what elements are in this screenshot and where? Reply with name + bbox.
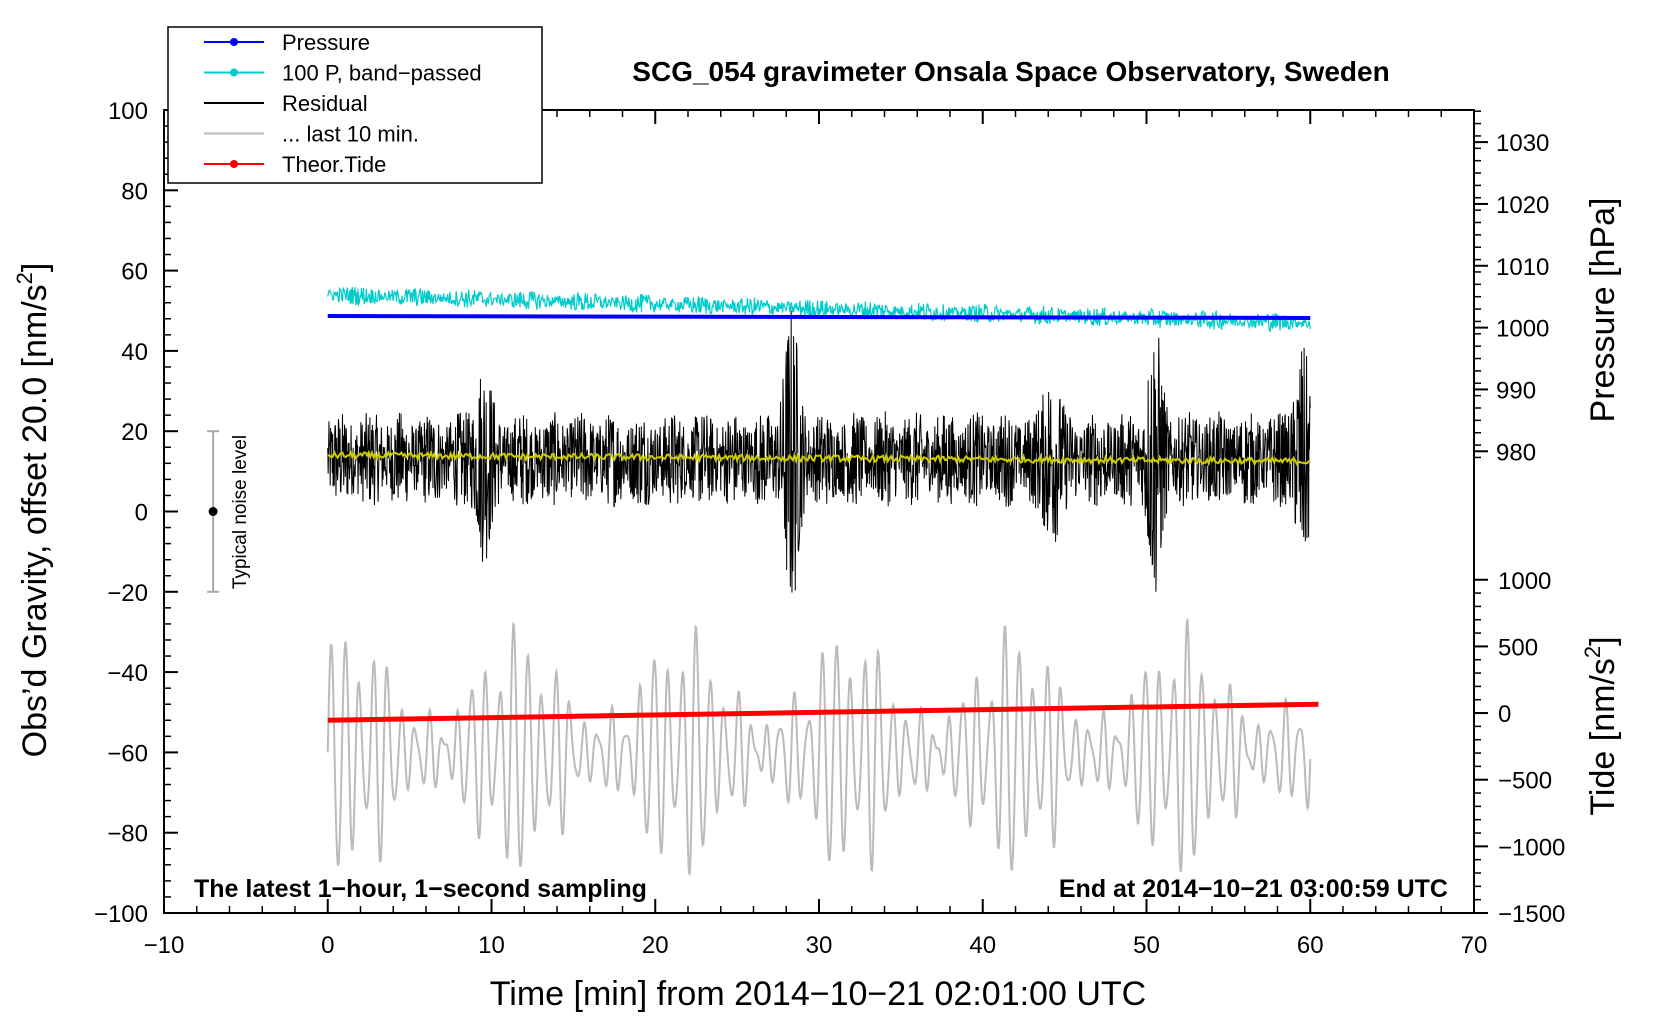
annotation-latest: The latest 1−hour, 1−second sampling [194,875,647,903]
tide-tick-label: −1000 [1498,834,1565,861]
legend-entry: ... last 10 min. [204,122,419,147]
pressure-tick-label: 1020 [1496,192,1549,219]
legend-entry: 100 P, band−passed [204,61,482,86]
x-tick-label: 60 [1297,932,1324,959]
x-tick-label: −10 [144,932,185,959]
tide-tick-label: 0 [1498,701,1511,728]
legend-marker [230,160,238,168]
x-tick-label: 0 [321,932,334,959]
y-tick-label: 20 [121,419,148,446]
smoothed-line [327,449,1311,467]
smoothed-layer [327,449,1311,467]
y-axis-title-left-close: ] [16,263,54,272]
pressure-tick-label: 1010 [1496,254,1549,281]
legend: Pressure 100 P, band−passed Residual ... la… [167,26,543,184]
chart-title: SCG_054 gravimeter Onsala Space Observat… [632,56,1389,87]
x-tick-label: 40 [969,932,996,959]
tide-axis-title: Tide [nm/s2] [1580,636,1622,815]
legend-marker [230,68,238,77]
noise-bar [207,430,220,593]
pressure-tick-label: 1030 [1496,130,1549,157]
tide-layer [327,701,1319,723]
x-tick-label: 30 [806,932,833,959]
tide-tick-label: −1500 [1498,901,1565,928]
noise-label: Typical noise level [230,435,251,589]
legend-entry: Residual [204,91,368,116]
bandpassed-line [327,286,1311,333]
y-tick-label: 80 [121,178,148,205]
pressure-tick-label: 980 [1496,439,1536,466]
legend-entry: Theor.Tide [204,152,386,177]
x-tick-label: 50 [1133,932,1160,959]
plot-frame [163,109,1475,914]
legend-items: Pressure 100 P, band−passed Residual ... la… [204,30,482,177]
tide-axis-title-main: Tide [nm/s [1584,658,1622,815]
legend-label: Theor.Tide [282,152,386,177]
legend-label: ... last 10 min. [282,122,419,147]
residual-line [327,310,1311,593]
y-tick-label: −80 [107,821,148,848]
annotation-end: End at 2014−10−21 03:00:59 UTC [1059,875,1448,903]
x-axis-title: Time [min] from 2014−10−21 02:01:00 UTC [490,975,1146,1013]
pressure-tick-label: 1000 [1496,316,1549,343]
bandpassed-layer [327,286,1311,333]
y-tick-label: 0 [135,500,148,527]
y-tick-label: 100 [108,98,148,125]
y-tick-label: −20 [107,580,148,607]
y-tick-label: −40 [107,660,148,687]
legend-label: 100 P, band−passed [282,61,482,86]
residual-layer [327,310,1311,593]
pressure-tick-label: 990 [1496,377,1536,404]
y-tick-label: −100 [94,901,148,928]
x-tick-label: 70 [1461,932,1488,959]
tide-tick-label: −500 [1498,768,1552,795]
tide-axis-title-close: ] [1584,636,1622,645]
last-10-min-layer [326,617,1312,877]
legend-label: Pressure [282,30,370,55]
y-axis-title-left-sup: 2 [12,272,37,284]
y-tick-label: −60 [107,740,148,767]
y-tick-label: 60 [121,259,148,286]
pressure-layer [327,313,1311,320]
tide-axis-title-sup: 2 [1580,646,1605,658]
x-tick-label: 10 [478,932,505,959]
legend-label: Residual [282,91,368,116]
tide-tick-label: 500 [1498,634,1538,661]
pressure-line [327,313,1311,320]
pressure-axis-title: Pressure [hPa] [1584,198,1622,423]
legend-box [167,26,543,184]
y-axis-title-left-main: Obs’d Gravity, offset 20.0 [nm/s [16,284,54,757]
legend-entry: Pressure [204,30,370,55]
tide-tick-label: 1000 [1498,568,1551,595]
legend-marker [230,38,238,46]
x-tick-label: 20 [642,932,669,959]
y-tick-label: 40 [121,339,148,366]
noise-bar-center [208,507,218,516]
tide-line [327,701,1319,723]
y-axis-title-left: Obs’d Gravity, offset 20.0 [nm/s2] [12,263,54,758]
last-10-min-line [326,617,1312,877]
axes-layer: −10 0 10 20 30 40 50 60 70−100−80−60−40−20020406… [94,98,1565,959]
